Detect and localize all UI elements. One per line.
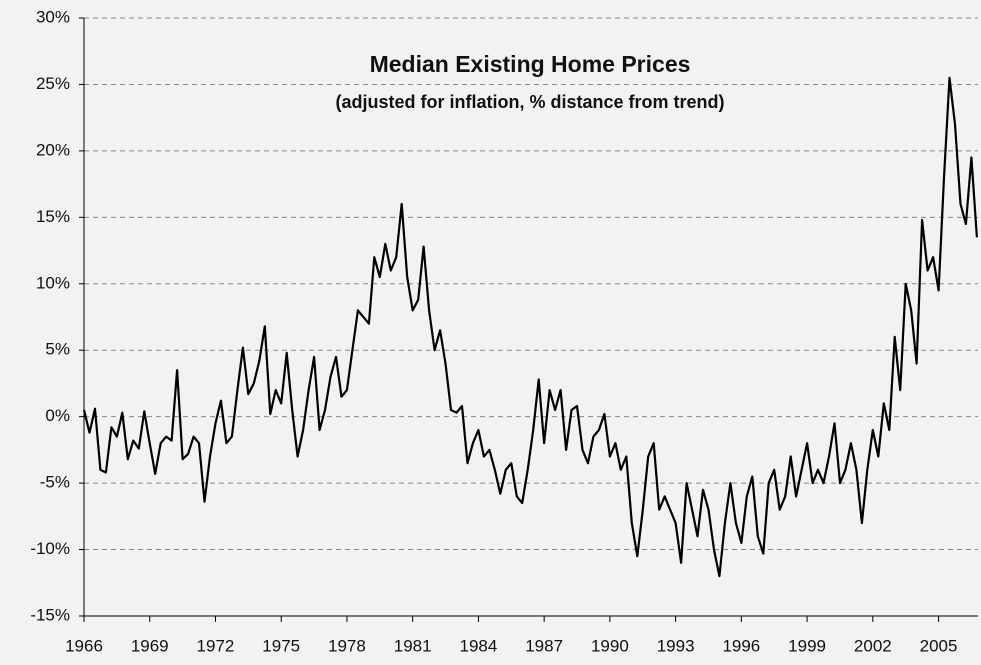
y-tick-label: -15% [30,605,70,624]
x-tick-label: 1978 [328,636,366,655]
y-tick-label: -10% [30,539,70,558]
chart-subtitle: (adjusted for inflation, % distance from… [335,92,724,112]
y-tick-label: 15% [36,207,70,226]
x-tick-label: 1996 [722,636,760,655]
x-tick-label: 1972 [197,636,235,655]
y-tick-label: -5% [40,473,70,492]
line-series [82,76,978,578]
x-tick-label: 1993 [657,636,695,655]
x-tick-label: 1966 [65,636,103,655]
x-tick-label: 1969 [131,636,169,655]
x-tick-label: 1984 [459,636,497,655]
y-tick-label: 30% [36,7,70,26]
x-tick-label: 1987 [525,636,563,655]
y-tick-label: 10% [36,273,70,292]
x-tick-label: 1990 [591,636,629,655]
y-tick-label: 25% [36,74,70,93]
x-tick-label: 1999 [788,636,826,655]
y-tick-label: 20% [36,140,70,159]
chart-title: Median Existing Home Prices [370,51,691,77]
y-tick-label: 5% [45,340,70,359]
y-tick-label: 0% [45,406,70,425]
x-tick-label: 1981 [394,636,432,655]
x-tick-label: 2002 [854,636,892,655]
x-tick-label: 1975 [262,636,300,655]
x-tick-label: 2005 [920,636,958,655]
